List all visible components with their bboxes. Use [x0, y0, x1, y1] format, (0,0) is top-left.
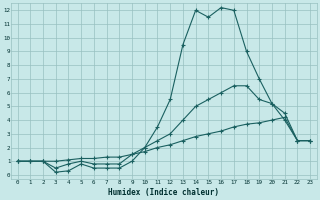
X-axis label: Humidex (Indice chaleur): Humidex (Indice chaleur): [108, 188, 219, 197]
